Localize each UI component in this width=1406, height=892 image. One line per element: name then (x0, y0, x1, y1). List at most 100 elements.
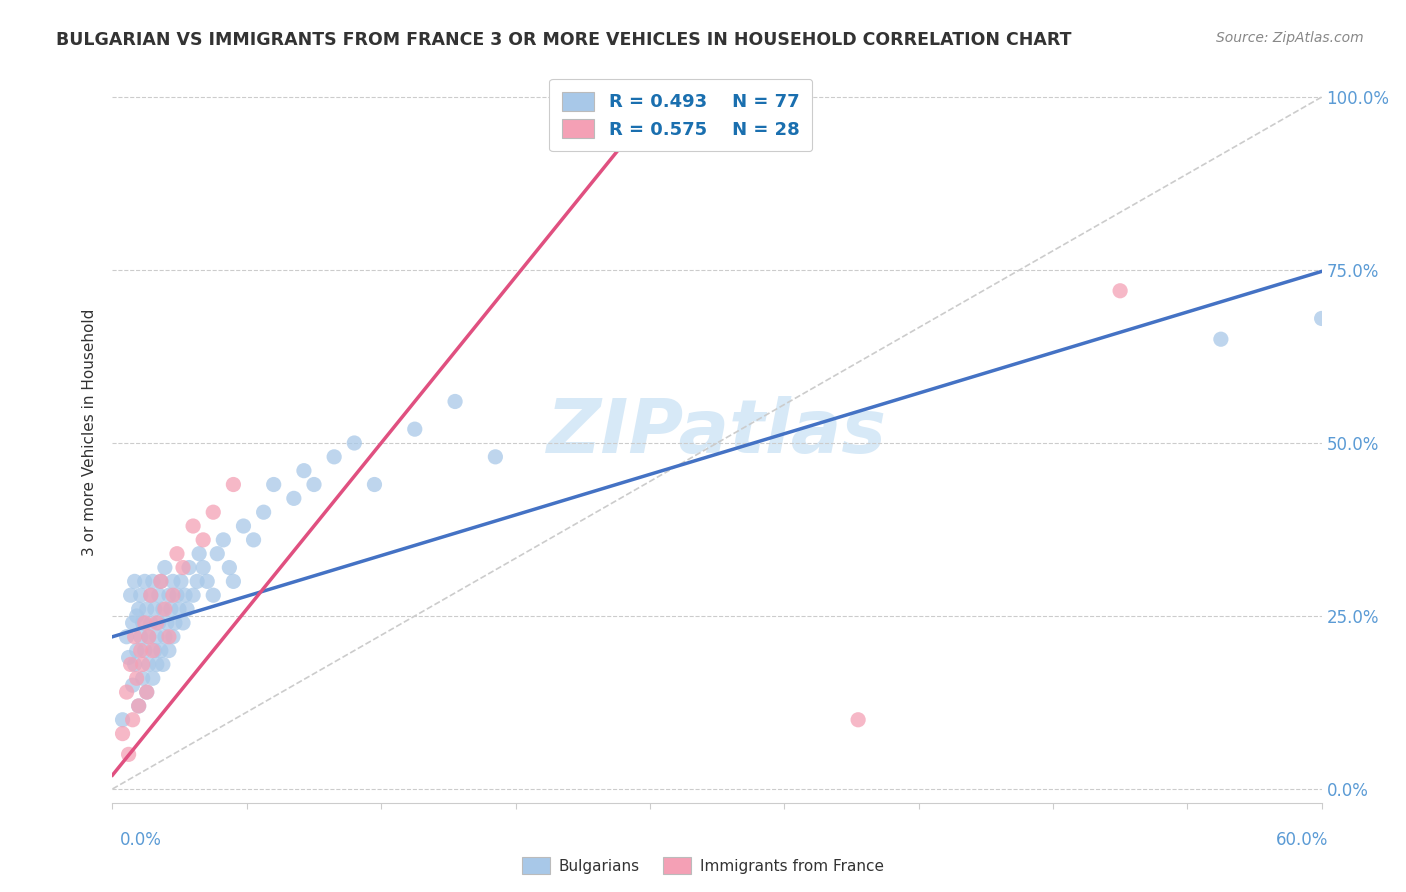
Point (283, 491, 305, 506)
Point (134, 643, 156, 657)
Point (207, 547, 229, 561)
Point (125, 643, 148, 657)
Point (121, 678, 143, 692)
Point (153, 602, 176, 616)
Point (152, 657, 174, 672)
Point (115, 630, 138, 644)
Point (142, 671, 165, 685)
Point (134, 574, 156, 589)
Point (143, 602, 166, 616)
Point (195, 574, 218, 589)
Point (162, 588, 184, 602)
Point (128, 602, 150, 616)
Point (174, 588, 197, 602)
Point (212, 533, 235, 547)
Point (124, 630, 146, 644)
Point (124, 657, 146, 672)
Point (120, 588, 142, 602)
Point (166, 547, 188, 561)
Point (202, 505, 225, 519)
Point (111, 726, 134, 740)
Point (1310, 311, 1333, 326)
Point (363, 477, 385, 491)
Point (132, 671, 155, 685)
Point (124, 574, 146, 589)
Point (129, 643, 152, 657)
Point (128, 698, 150, 713)
Text: ZIPatlas: ZIPatlas (547, 396, 887, 469)
Point (129, 588, 152, 602)
Point (117, 650, 139, 665)
Point (484, 450, 506, 464)
Point (149, 574, 172, 589)
Point (139, 615, 162, 630)
Point (117, 747, 139, 762)
Point (181, 588, 204, 602)
Point (846, 713, 869, 727)
Point (242, 533, 264, 547)
Point (232, 519, 254, 533)
Point (162, 574, 184, 589)
Point (177, 560, 200, 574)
Point (218, 560, 240, 574)
Point (186, 574, 208, 589)
Point (149, 574, 172, 589)
Point (323, 450, 346, 464)
Point (222, 574, 245, 589)
Point (1209, 332, 1232, 346)
Point (170, 574, 193, 589)
Point (135, 685, 157, 699)
Point (132, 657, 155, 672)
Point (404, 422, 426, 436)
Text: 60.0%: 60.0% (1277, 831, 1329, 849)
Point (138, 630, 160, 644)
Point (142, 643, 165, 657)
Point (292, 464, 315, 478)
Legend: Bulgarians, Immigrants from France: Bulgarians, Immigrants from France (516, 851, 890, 880)
Point (111, 713, 134, 727)
Point (157, 630, 180, 644)
Point (148, 615, 170, 630)
Point (138, 630, 160, 644)
Y-axis label: 3 or more Vehicles in Household: 3 or more Vehicles in Household (82, 309, 97, 557)
Point (115, 685, 138, 699)
Point (202, 588, 225, 602)
Point (191, 560, 214, 574)
Point (188, 547, 211, 561)
Point (302, 477, 325, 491)
Point (153, 560, 176, 574)
Point (167, 602, 190, 616)
Point (222, 477, 245, 491)
Point (444, 394, 467, 409)
Point (142, 574, 165, 589)
Point (146, 657, 169, 672)
Point (181, 519, 204, 533)
Point (139, 588, 162, 602)
Point (152, 602, 174, 616)
Point (121, 713, 143, 727)
Point (135, 685, 157, 699)
Point (128, 698, 150, 713)
Text: 0.0%: 0.0% (120, 831, 162, 849)
Point (129, 630, 152, 644)
Point (253, 505, 276, 519)
Point (156, 615, 179, 630)
Point (121, 615, 143, 630)
Point (134, 615, 156, 630)
Point (263, 477, 285, 491)
Point (160, 602, 183, 616)
Point (343, 436, 366, 450)
Point (163, 615, 186, 630)
Point (148, 588, 170, 602)
Point (135, 602, 157, 616)
Point (125, 609, 148, 624)
Point (157, 643, 180, 657)
Point (166, 588, 188, 602)
Point (172, 615, 194, 630)
Point (125, 671, 148, 685)
Text: BULGARIAN VS IMMIGRANTS FROM FRANCE 3 OR MORE VEHICLES IN HOUSEHOLD CORRELATION : BULGARIAN VS IMMIGRANTS FROM FRANCE 3 OR… (56, 31, 1071, 49)
Point (139, 588, 162, 602)
Point (120, 657, 142, 672)
Point (146, 615, 169, 630)
Text: Source: ZipAtlas.com: Source: ZipAtlas.com (1216, 31, 1364, 45)
